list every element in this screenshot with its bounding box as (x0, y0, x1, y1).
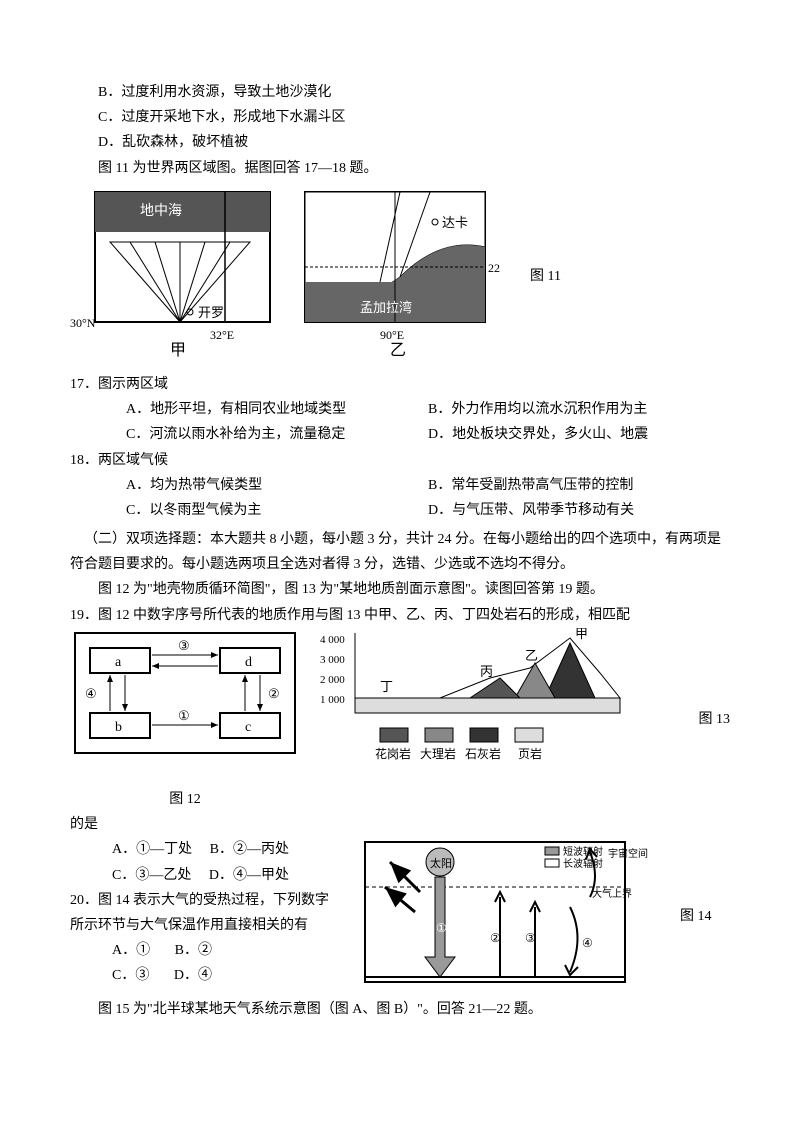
svg-text:孟加拉湾: 孟加拉湾 (360, 300, 412, 315)
svg-text:宇宙空间: 宇宙空间 (608, 847, 648, 860)
svg-text:太阳: 太阳 (430, 857, 452, 870)
q20-b: B．② (175, 943, 212, 958)
q20-ab: A．① B．② (70, 938, 340, 963)
q17-c: C．河流以雨水补给为主，流量稳定 (126, 422, 428, 447)
svg-text:开罗: 开罗 (198, 305, 224, 320)
fig14: 太阳 ① ② ③ ④ 短波辐射 长波辐射 宇宙空间 大气上界 (360, 837, 660, 987)
q19-stem: 19．图 12 中数字序号所代表的地质作用与图 13 中甲、乙、丙、丁四处岩石的… (70, 603, 730, 628)
svg-text:甲: 甲 (170, 342, 186, 357)
q19-a: A．①—丁处 (112, 842, 192, 857)
fig15-intro: 图 15 为"北半球某地天气系统示意图（图 A、图 B）"。回答 21—22 题… (70, 997, 730, 1022)
svg-text:乙: 乙 (525, 648, 538, 663)
q20-a: A．① (112, 943, 150, 958)
svg-text:达卡: 达卡 (442, 215, 468, 230)
svg-text:①: ① (436, 921, 447, 935)
q17-d: D．地处板块交界处，多火山、地震 (428, 422, 730, 447)
map-jia-wrap: 地中海 开罗 30°N 32°E 甲 (70, 187, 280, 366)
fig12-label: 图 12 (70, 787, 300, 812)
q20-d: D．④ (174, 968, 212, 983)
fig14-wrap: 太阳 ① ② ③ ④ 短波辐射 长波辐射 宇宙空间 大气上界 (360, 837, 660, 996)
q19-cd: C．③—乙处 D．④—甲处 (70, 863, 340, 888)
svg-text:1 000: 1 000 (320, 694, 345, 706)
svg-text:①: ① (178, 708, 190, 723)
opt-d: D．乱砍森林，破坏植被 (70, 130, 730, 155)
svg-text:30°N: 30°N (70, 316, 96, 330)
svg-text:丁: 丁 (380, 679, 393, 694)
svg-text:花岗岩: 花岗岩 (375, 746, 411, 761)
q20-stem: 20．图 14 表示大气的受热过程，下列数字所示环节与大气保温作用直接相关的有 (70, 888, 340, 938)
fig13-wrap: 4 000 3 000 2 000 1 000 甲 乙 丙 丁 花岗岩 (320, 628, 679, 787)
fig11-intro: 图 11 为世界两区域图。据图回答 17—18 题。 (70, 156, 730, 181)
fig14-label: 图 14 (680, 904, 712, 929)
q18-b: B．常年受副热带高气压带的控制 (428, 473, 730, 498)
svg-text:大理岩: 大理岩 (420, 746, 456, 761)
map-jia: 地中海 开罗 30°N 32°E 甲 (70, 187, 280, 357)
fig13: 4 000 3 000 2 000 1 000 甲 乙 丙 丁 花岗岩 (320, 628, 650, 778)
q19-b: B．②—丙处 (210, 842, 289, 857)
fig13-label: 图 13 (699, 707, 731, 732)
q17-a: A．地形平坦，有相同农业地域类型 (126, 397, 428, 422)
svg-text:②: ② (268, 686, 280, 701)
section2: （二）双项选择题：本大题共 8 小题，每小题 3 分，共计 24 分。在每小题给… (70, 527, 730, 577)
fig12-13-row: a d b c ③ ① ④ ② (70, 628, 730, 812)
q18-opts-2: C．以冬雨型气候为主 D．与气压带、风带季节移动有关 (70, 498, 730, 523)
svg-text:4 000: 4 000 (320, 634, 345, 646)
fig12-13-intro: 图 12 为"地壳物质循环简图"，图 13 为"某地地质剖面示意图"。读图回答第… (70, 577, 730, 602)
svg-text:3 000: 3 000 (320, 654, 345, 666)
svg-text:石灰岩: 石灰岩 (465, 746, 501, 761)
fig11-label: 图 11 (520, 264, 561, 289)
q19-d: D．④—甲处 (209, 868, 289, 883)
svg-text:页岩: 页岩 (518, 746, 542, 761)
q18-c: C．以冬雨型气候为主 (126, 498, 428, 523)
svg-text:大气上界: 大气上界 (592, 887, 632, 900)
svg-text:③: ③ (525, 931, 536, 945)
q19-20-row: A．①—丁处 B．②—丙处 C．③—乙处 D．④—甲处 20．图 14 表示大气… (70, 837, 730, 996)
left-col: A．①—丁处 B．②—丙处 C．③—乙处 D．④—甲处 20．图 14 表示大气… (70, 837, 340, 988)
svg-text:32°E: 32°E (210, 328, 234, 342)
q18-d: D．与气压带、风带季节移动有关 (428, 498, 730, 523)
map-yi: 达卡 孟加拉湾 22°N 90°E 乙 (300, 187, 500, 357)
q17-b: B．外力作用均以流水沉积作用为主 (428, 397, 730, 422)
svg-text:2 000: 2 000 (320, 674, 345, 686)
svg-text:④: ④ (582, 936, 593, 950)
svg-text:③: ③ (178, 638, 190, 653)
svg-text:90°E: 90°E (380, 328, 404, 342)
fig12-wrap: a d b c ③ ① ④ ② (70, 628, 300, 812)
svg-text:a: a (115, 655, 122, 670)
q20-c: C．③ (112, 968, 149, 983)
q18-stem: 18．两区域气候 (70, 448, 730, 473)
fig11-row: 地中海 开罗 30°N 32°E 甲 达卡 (70, 187, 730, 366)
svg-text:丙: 丙 (480, 664, 493, 679)
svg-text:22°N: 22°N (488, 261, 500, 275)
svg-text:b: b (115, 720, 122, 735)
svg-text:乙: 乙 (390, 342, 406, 357)
q17-opts-2: C．河流以雨水补给为主，流量稳定 D．地处板块交界处，多火山、地震 (70, 422, 730, 447)
svg-text:c: c (245, 720, 251, 735)
svg-text:d: d (245, 655, 252, 670)
opt-b: B．过度利用水资源，导致土地沙漠化 (70, 80, 730, 105)
q19-c: C．③—乙处 (112, 868, 191, 883)
svg-text:②: ② (490, 931, 501, 945)
svg-text:短波辐射: 短波辐射 (563, 845, 603, 858)
q18-a: A．均为热带气候类型 (126, 473, 428, 498)
fig12: a d b c ③ ① ④ ② (70, 628, 300, 778)
map-yi-wrap: 达卡 孟加拉湾 22°N 90°E 乙 (300, 187, 500, 366)
q19-tail: 的是 (70, 812, 730, 837)
svg-text:④: ④ (85, 686, 97, 701)
q17-stem: 17．图示两区域 (70, 372, 730, 397)
svg-text:地中海: 地中海 (140, 203, 182, 219)
q20-cd: C．③ D．④ (70, 963, 340, 988)
q19-ab: A．①—丁处 B．②—丙处 (70, 837, 340, 862)
opt-c: C．过度开采地下水，形成地下水漏斗区 (70, 105, 730, 130)
svg-text:甲: 甲 (575, 628, 588, 641)
q17-opts-1: A．地形平坦，有相同农业地域类型 B．外力作用均以流水沉积作用为主 (70, 397, 730, 422)
svg-text:长波辐射: 长波辐射 (563, 857, 603, 870)
q18-opts-1: A．均为热带气候类型 B．常年受副热带高气压带的控制 (70, 473, 730, 498)
